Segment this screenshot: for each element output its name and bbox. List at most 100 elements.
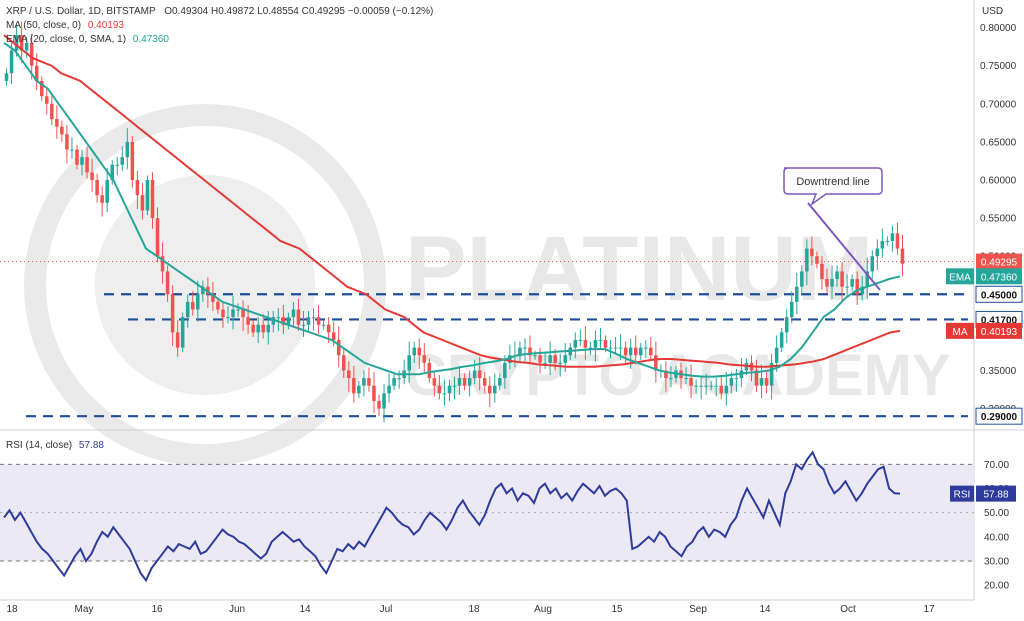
candle-body bbox=[120, 157, 125, 165]
ema20-line bbox=[3, 42, 901, 378]
candle-body bbox=[100, 195, 104, 203]
callout-label: Downtrend line bbox=[796, 176, 869, 188]
candle-body bbox=[608, 347, 613, 349]
candle-body bbox=[875, 248, 880, 257]
indicator-value-label: 0.47360 bbox=[981, 272, 1018, 283]
candle-body bbox=[65, 134, 69, 150]
price-axis: 0.80000 0.75000 0.70000 0.65000 0.60000 0.550… bbox=[980, 23, 1017, 415]
rsi-name-badge bbox=[950, 485, 974, 502]
candle-body bbox=[714, 385, 719, 387]
watermark-title: PLATINUM bbox=[405, 218, 873, 320]
candle-body bbox=[185, 301, 190, 318]
candle-body bbox=[764, 378, 769, 386]
candle-body bbox=[45, 96, 49, 104]
candle-body bbox=[523, 347, 527, 349]
price-tick-label: 0.75000 bbox=[980, 61, 1017, 72]
candle-body bbox=[623, 347, 628, 356]
candle-body bbox=[573, 340, 578, 348]
candle-body bbox=[180, 317, 185, 348]
candle-body bbox=[654, 355, 658, 371]
ma-value: 0.40193 bbox=[88, 20, 125, 31]
candle-body bbox=[306, 317, 311, 325]
ma-legend: MA (50, close, 0) bbox=[6, 20, 81, 31]
candle-body bbox=[311, 317, 316, 319]
price-badges: 0.49295 EMA 0.47360 MA 0.40193 RSI 57.88 bbox=[946, 253, 1022, 502]
rsi-legend: RSI (14, close) bbox=[6, 440, 72, 451]
candle-body bbox=[286, 317, 291, 325]
candle-body bbox=[246, 317, 250, 325]
time-tick-label: Jun bbox=[229, 604, 245, 615]
candle-body bbox=[331, 332, 336, 340]
candle-body bbox=[779, 332, 784, 348]
candle-body bbox=[34, 65, 39, 81]
candle-body bbox=[543, 362, 547, 364]
candle-body bbox=[669, 378, 673, 380]
candle-body bbox=[689, 378, 693, 386]
indicator-name-badge bbox=[946, 322, 974, 339]
candle-body bbox=[649, 347, 653, 356]
candle-body bbox=[155, 218, 160, 257]
candle-body bbox=[216, 301, 220, 310]
support-level-badge bbox=[975, 285, 1023, 303]
candle-body bbox=[266, 324, 271, 333]
candle-body bbox=[805, 248, 809, 272]
candle-body bbox=[276, 317, 281, 319]
candle-body bbox=[125, 141, 130, 158]
candle-body bbox=[850, 279, 854, 287]
candle-body bbox=[165, 271, 170, 295]
candle-body bbox=[39, 80, 44, 97]
candle-body bbox=[145, 180, 150, 211]
candle-body bbox=[754, 370, 759, 386]
price-tick-label: 0.60000 bbox=[980, 176, 1017, 187]
rsi-value-badge bbox=[976, 485, 1016, 502]
svg-text:MA (50, close, 0) 0.40193: MA (50, close, 0) 0.40193 bbox=[6, 20, 124, 31]
candle-body bbox=[462, 378, 467, 386]
candle-body bbox=[855, 279, 859, 295]
time-tick-label: 16 bbox=[151, 604, 163, 615]
svg-text:RSI (14, close) 57.88: RSI (14, close) 57.88 bbox=[6, 440, 104, 451]
price-tick-label: 0.70000 bbox=[980, 99, 1017, 110]
candle-body bbox=[769, 362, 774, 386]
candle-body bbox=[342, 355, 346, 371]
candle-body bbox=[704, 385, 708, 387]
candle-body bbox=[452, 385, 457, 387]
candle-body bbox=[633, 347, 638, 356]
candle-body bbox=[598, 340, 603, 341]
indicator-value-label: 0.40193 bbox=[981, 327, 1018, 338]
candle-body bbox=[895, 233, 900, 249]
time-tick-label: Aug bbox=[534, 604, 552, 615]
candle-body bbox=[800, 271, 804, 287]
candle-body bbox=[709, 385, 713, 387]
candle-body bbox=[362, 378, 366, 386]
candle-body bbox=[498, 378, 502, 386]
ema-legend: EMA (20, close, 0, SMA, 1) bbox=[6, 34, 126, 45]
rsi-line bbox=[3, 450, 901, 583]
candle-body bbox=[291, 309, 296, 318]
candle-body bbox=[578, 340, 583, 341]
candle-body bbox=[724, 385, 729, 394]
ohlc-values: O0.49304 H0.49872 L0.48554 C0.49295 −0.0… bbox=[164, 6, 433, 17]
candle-body bbox=[548, 355, 552, 363]
candle-body bbox=[593, 340, 598, 348]
price-tick-label: 0.80000 bbox=[980, 23, 1017, 34]
time-tick-label: Sep bbox=[689, 604, 707, 615]
candle-body bbox=[694, 385, 698, 387]
candle-body bbox=[684, 378, 688, 380]
candle-body bbox=[60, 126, 64, 135]
time-tick-label: Jul bbox=[380, 604, 393, 615]
rsi-tick-label: 70.00 bbox=[984, 460, 1009, 471]
svg-text:EMA (20, close, 0, SMA, 1): EMA (20, close, 0, SMA, 1) 0.47360 bbox=[6, 34, 169, 45]
candle-body bbox=[477, 370, 482, 379]
candle-body bbox=[190, 301, 195, 310]
candle-body bbox=[885, 240, 890, 242]
candle-body bbox=[427, 362, 432, 379]
candle-body bbox=[95, 180, 99, 196]
price-tick-label: 0.35000 bbox=[980, 366, 1017, 377]
candle-body bbox=[588, 347, 593, 349]
candle-body bbox=[221, 309, 225, 318]
support-level-label: 0.45000 bbox=[981, 290, 1018, 301]
rsi-tick-label: 20.00 bbox=[984, 581, 1009, 592]
candle-body bbox=[372, 385, 376, 401]
candle-body bbox=[890, 233, 895, 241]
candle-body bbox=[815, 256, 819, 264]
